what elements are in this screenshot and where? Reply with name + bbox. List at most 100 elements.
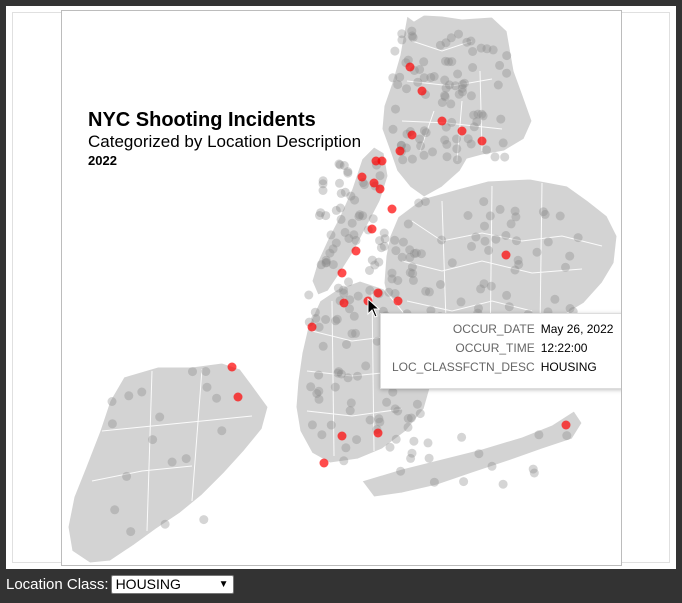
incident-dot[interactable] [479,197,489,207]
incident-dot[interactable] [355,210,365,220]
incident-dot[interactable] [397,35,407,45]
incident-dot[interactable] [565,251,575,261]
incident-dot[interactable] [387,268,397,278]
incident-dot[interactable] [469,122,479,132]
incident-dot[interactable] [391,104,400,114]
incident-dot[interactable] [333,368,343,378]
incident-dot[interactable] [398,155,408,165]
incident-dot[interactable] [419,150,429,160]
incident-dot-highlight[interactable] [337,431,347,441]
incident-dot[interactable] [486,281,496,291]
incident-dot-highlight[interactable] [371,156,381,166]
incident-dot[interactable] [415,134,425,144]
incident-dot[interactable] [435,40,445,50]
incident-dot[interactable] [345,406,355,416]
incident-dot[interactable] [314,386,324,396]
incident-dot[interactable] [361,361,371,371]
incident-dot[interactable] [328,244,338,254]
incident-dot[interactable] [321,257,331,267]
incident-dot[interactable] [540,209,550,219]
incident-dot[interactable] [160,519,170,529]
incident-dot[interactable] [466,91,476,101]
incident-dot[interactable] [440,91,450,100]
incident-dot[interactable] [304,290,314,300]
incident-dot[interactable] [532,247,542,257]
incident-dot[interactable] [403,55,413,65]
incident-dot[interactable] [341,443,351,453]
incident-dot-highlight[interactable] [407,130,417,140]
incident-dot[interactable] [339,161,349,170]
incident-dot[interactable] [388,73,398,83]
incident-dot[interactable] [318,186,328,195]
incident-dot[interactable] [310,307,320,317]
incident-dot[interactable] [333,283,343,293]
incident-dot[interactable] [375,417,385,427]
incident-dot-highlight[interactable] [437,116,447,126]
incident-dot[interactable] [321,211,331,221]
map-container[interactable]: NYC Shooting Incidents Categorized by Lo… [61,10,622,566]
incident-dot[interactable] [543,237,553,247]
incident-dot[interactable] [440,75,450,85]
incident-dot[interactable] [458,79,468,89]
incident-dot[interactable] [339,456,349,466]
incident-dot[interactable] [376,243,386,253]
incident-dot[interactable] [340,187,350,197]
incident-dot[interactable] [488,45,498,55]
incident-dot[interactable] [318,341,328,351]
incident-dot[interactable] [380,234,390,244]
incident-dot[interactable] [335,160,345,170]
incident-dot[interactable] [413,77,423,87]
incident-dot[interactable] [441,38,451,48]
incident-dot[interactable] [122,471,132,481]
incident-dot[interactable] [511,212,521,222]
incident-dot[interactable] [444,57,453,67]
incident-dot-highlight[interactable] [319,458,329,468]
incident-dot[interactable] [452,134,461,144]
incident-dot[interactable] [561,262,570,272]
incident-dot[interactable] [331,238,341,248]
incident-dot[interactable] [442,139,452,149]
incident-dot[interactable] [467,241,476,251]
incident-dot[interactable] [468,47,478,56]
incident-dot[interactable] [388,124,398,134]
incident-dot[interactable] [328,260,338,270]
incident-dot[interactable] [502,290,512,300]
incident-dot[interactable] [406,453,416,463]
incident-dot[interactable] [354,211,364,221]
incident-dot[interactable] [368,214,378,224]
incident-dot[interactable] [359,180,369,190]
incident-dot[interactable] [421,128,431,138]
incident-dot[interactable] [334,159,344,169]
location-class-select[interactable]: HOUSING ▼ [110,574,234,594]
incident-dot[interactable] [463,211,473,220]
incident-dot[interactable] [479,279,489,289]
incident-dot[interactable] [330,382,340,392]
incident-dot[interactable] [336,188,346,198]
incident-dot[interactable] [534,430,544,440]
incident-dot[interactable] [405,268,415,278]
incident-dot-highlight[interactable] [367,224,377,234]
incident-dot-highlight[interactable] [393,296,403,306]
incident-dot[interactable] [365,285,375,295]
incident-dot[interactable] [453,69,463,79]
incident-dot[interactable] [321,258,331,268]
incident-dot-highlight[interactable] [457,126,467,136]
incident-dot[interactable] [315,211,324,220]
incident-dot[interactable] [346,398,356,408]
incident-dot[interactable] [406,413,416,423]
incident-dot[interactable] [414,198,424,208]
incident-dot[interactable] [447,57,457,67]
incident-dot[interactable] [495,60,505,70]
incident-dot[interactable] [441,56,450,66]
incident-dot[interactable] [441,83,451,93]
incident-dot[interactable] [500,152,510,162]
incident-dot[interactable] [344,234,354,243]
incident-dot[interactable] [372,336,382,346]
incident-dot[interactable] [390,46,400,56]
incident-dot[interactable] [493,80,503,90]
incident-dot[interactable] [316,260,326,270]
incident-dot[interactable] [454,89,464,99]
incident-dot[interactable] [416,141,426,151]
incident-dot[interactable] [403,414,413,423]
incident-dot[interactable] [452,155,462,165]
